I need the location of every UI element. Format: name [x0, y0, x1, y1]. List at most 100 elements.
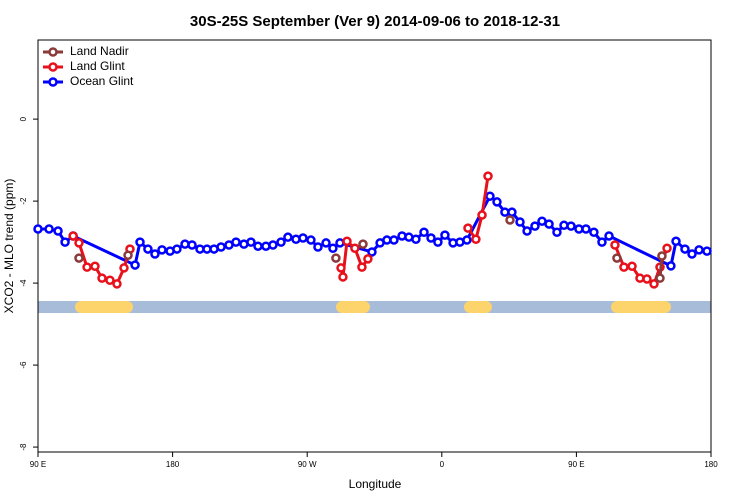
legend-marker [48, 77, 58, 87]
point [471, 234, 481, 244]
point [33, 224, 43, 234]
point [44, 224, 54, 234]
point [522, 226, 532, 236]
point [68, 231, 78, 241]
ocean-band [38, 301, 711, 313]
point [627, 261, 637, 272]
point [119, 263, 129, 273]
point [483, 171, 493, 181]
land-band [336, 301, 370, 313]
point [268, 240, 278, 250]
point [298, 233, 308, 243]
point [123, 250, 133, 260]
point [82, 262, 92, 272]
point [172, 244, 182, 254]
x-tick-label: 0 [440, 460, 445, 469]
legend-label: Land Nadir [70, 44, 129, 58]
y-tick-label: 0 [19, 116, 28, 121]
point [440, 230, 450, 240]
point [112, 279, 122, 289]
point [589, 227, 599, 238]
point [581, 224, 591, 234]
plot-frame [37, 39, 712, 453]
point [74, 238, 84, 248]
point [694, 245, 704, 255]
legend-label: Ocean Glint [70, 74, 134, 88]
legend-label: Land Glint [70, 59, 125, 73]
point [666, 261, 676, 271]
y-tick-label: -4 [19, 279, 28, 287]
x-tick-label: 90 E [568, 460, 584, 469]
point [276, 237, 286, 247]
point [350, 243, 360, 254]
point [157, 245, 167, 255]
point [331, 253, 341, 263]
point [485, 191, 495, 201]
point [411, 234, 421, 244]
point [143, 244, 153, 254]
point [463, 223, 473, 233]
y-tick-label: -6 [19, 361, 28, 369]
point [655, 273, 665, 283]
x-tick-label: 180 [704, 460, 718, 469]
point [321, 238, 331, 248]
point [338, 272, 348, 282]
point [671, 236, 681, 247]
point [342, 236, 352, 247]
y-axis-label: XCO2 - MLO trend (ppm) [2, 179, 16, 314]
legend-marker [48, 62, 58, 72]
point [530, 221, 540, 231]
point [462, 235, 472, 245]
point [187, 240, 197, 250]
point [687, 249, 697, 259]
point [515, 217, 525, 227]
point [328, 243, 338, 254]
point [74, 253, 84, 263]
point [135, 237, 145, 247]
legend-marker [48, 47, 58, 57]
x-axis-label: Longitude [349, 477, 402, 491]
land-band [464, 301, 492, 313]
point [150, 249, 160, 259]
point [313, 242, 323, 252]
point [552, 227, 562, 238]
x-tick-label: 90 E [30, 460, 46, 469]
y-tick-label: -2 [19, 197, 28, 205]
point [662, 243, 672, 254]
x-tick-label: 180 [166, 460, 180, 469]
point [357, 262, 367, 272]
point [130, 260, 140, 270]
point [544, 219, 554, 229]
point [90, 261, 100, 272]
point [358, 239, 368, 249]
point [426, 233, 436, 243]
land-band [611, 301, 671, 313]
point [492, 197, 502, 207]
point [619, 262, 629, 272]
point [507, 207, 517, 217]
point [433, 237, 443, 247]
point [105, 275, 115, 285]
point [702, 246, 712, 256]
land-strip [38, 301, 711, 313]
point [505, 215, 515, 225]
point [336, 263, 346, 273]
point [231, 237, 241, 247]
point [363, 254, 373, 264]
point [389, 235, 399, 245]
point [216, 242, 226, 252]
land-band [75, 301, 133, 313]
point [566, 221, 576, 231]
x-tick-label: 90 W [298, 460, 317, 469]
point [612, 253, 622, 263]
point [246, 237, 256, 247]
point [642, 274, 652, 284]
point [306, 235, 316, 245]
point [604, 231, 614, 241]
point [649, 279, 659, 289]
point [680, 244, 690, 254]
y-tick-label: -8 [19, 443, 28, 451]
point [657, 251, 667, 261]
chart-title: 30S-25S September (Ver 9) 2014-09-06 to … [190, 13, 560, 30]
